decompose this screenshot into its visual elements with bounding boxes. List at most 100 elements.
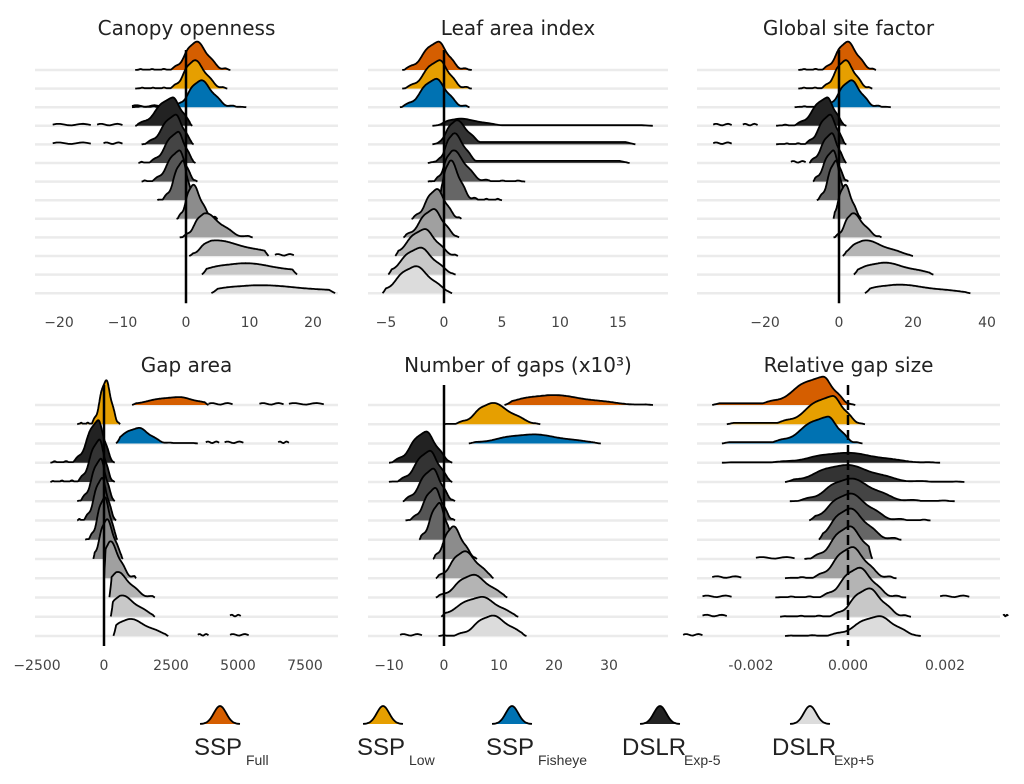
ridge-tail-segment	[52, 122, 91, 127]
ridge-outline	[112, 618, 169, 637]
x-tick-label: 0	[440, 315, 449, 331]
x-tick-label: 0	[182, 315, 191, 331]
ridge-outline	[394, 228, 459, 257]
x-tick-label: −2500	[13, 658, 60, 674]
x-tick-label: −20	[750, 315, 780, 331]
x-tick-label: 20	[304, 315, 322, 331]
x-tick-label: 30	[600, 658, 618, 674]
ridge-dslr-exp-1	[411, 188, 462, 220]
ridge-fill	[780, 588, 911, 617]
ridge-tail-segment	[229, 613, 242, 618]
ridge-fill	[468, 434, 601, 444]
ridge-dslr-exp-5	[682, 615, 921, 637]
ridge-tail-segment	[224, 440, 244, 444]
x-tick-label: −5	[376, 315, 397, 331]
legend-label: SSP	[357, 734, 405, 761]
ridge-ssp-fisheye	[115, 427, 290, 445]
ridge-fill	[789, 478, 955, 502]
ridge-ssp-fisheye	[131, 79, 247, 109]
legend-item-ssp-low: SSP Low	[357, 705, 436, 768]
panel-gap-area: Gap area −2500 0 2500 5000 7500	[13, 353, 338, 674]
ridge-outline	[135, 40, 231, 71]
ridge-ssp-full	[131, 396, 324, 406]
x-tick-label: −10	[374, 658, 404, 674]
legend-swatch	[200, 706, 240, 724]
legend-swatch-outline	[199, 705, 241, 725]
ridge-fill	[721, 452, 941, 463]
ridge-dslr-exp-5	[721, 451, 941, 464]
ridge-outline	[437, 159, 503, 202]
ridge-tail-segment	[1002, 613, 1009, 618]
ridge-dslr-exp-5	[864, 283, 971, 295]
ridge-dslr-exp-5	[399, 614, 527, 637]
ridge-tail-segment	[790, 160, 807, 164]
ridge-outline	[443, 402, 541, 426]
ridge-outline	[188, 239, 270, 257]
ridge-tail-segment	[755, 556, 795, 560]
ridge-dslr-exp-1	[437, 159, 503, 202]
ridge-dslr-exp-5	[210, 284, 336, 294]
ridge-outline	[818, 507, 902, 541]
ridge-tail-segment	[274, 253, 295, 257]
ridge-ssp-full	[401, 40, 473, 71]
ridge-outline	[842, 239, 914, 257]
legend-swatch-outline	[639, 705, 681, 725]
ridge-outline	[109, 594, 156, 618]
x-tick-label: 0	[100, 658, 109, 674]
ridge-ssp-fisheye	[721, 415, 863, 445]
ridge-outline	[789, 477, 955, 503]
ridge-dslr-exp-3	[108, 571, 156, 599]
legend-label: SSP	[194, 734, 242, 761]
x-tick-label: -0.002	[728, 658, 773, 674]
ridge-outline	[135, 59, 228, 90]
ridge-outline	[812, 149, 849, 183]
legend-item-ssp-fisheye: SSP Fisheye	[486, 705, 587, 768]
ridge-outline	[418, 502, 456, 541]
ridge-tail-segment	[229, 633, 250, 637]
ridge-ssp-fisheye	[399, 77, 470, 109]
ridge-outline	[775, 96, 847, 127]
ridges	[381, 40, 653, 295]
ridge-fill	[157, 160, 193, 201]
ridge-outline	[864, 283, 971, 295]
ridge-fill	[419, 502, 455, 540]
ridge-fill	[798, 41, 876, 70]
ridge-ssp-full	[504, 394, 654, 406]
ridges	[712, 40, 971, 295]
ridges	[52, 40, 336, 294]
ridge-tail-segment	[259, 402, 284, 406]
x-tick-label: 0.000	[828, 658, 868, 674]
ridge-tail-segment	[96, 122, 123, 127]
panel-title: Relative gap size	[764, 353, 934, 377]
ridge-outline	[775, 566, 907, 599]
ridge-dslr-exp-1	[418, 502, 456, 541]
ridge-outline	[388, 430, 453, 464]
ridge-outline	[201, 262, 298, 276]
ridge-tail-segment	[197, 633, 209, 637]
legend-subscript: Exp-5	[684, 752, 721, 768]
panel-number-of-gaps-x10: Number of gaps (x10³) −10 0 10 20 30	[368, 353, 668, 674]
legend-swatch	[790, 706, 830, 724]
ridge-tail-segment	[399, 633, 423, 637]
x-tick-label: 40	[978, 315, 996, 331]
ridge-outline	[504, 394, 654, 406]
ridge-tail-segment	[712, 141, 733, 145]
ridge-fill	[438, 615, 527, 636]
ridge-dslr-exp-4	[440, 596, 519, 618]
ridge-tail-segment	[288, 402, 324, 406]
ridge-tail-segment	[103, 141, 123, 145]
legend-subscript: Full	[246, 752, 269, 768]
ridge-outline	[853, 261, 934, 276]
x-tick-label: 10	[551, 315, 569, 331]
ridge-tail-segment	[712, 575, 742, 579]
ridge-outline	[721, 451, 941, 464]
ridge-fill	[842, 240, 913, 256]
ridge-dslr-exp-4	[784, 464, 965, 483]
ridge-fill	[402, 60, 472, 89]
ridge-ssp-low	[443, 402, 541, 426]
ridge-tail-segment	[682, 633, 703, 637]
x-tick-label: 2500	[153, 658, 189, 674]
ridge-ssp-full	[711, 375, 856, 406]
ridge-fill	[201, 263, 298, 275]
